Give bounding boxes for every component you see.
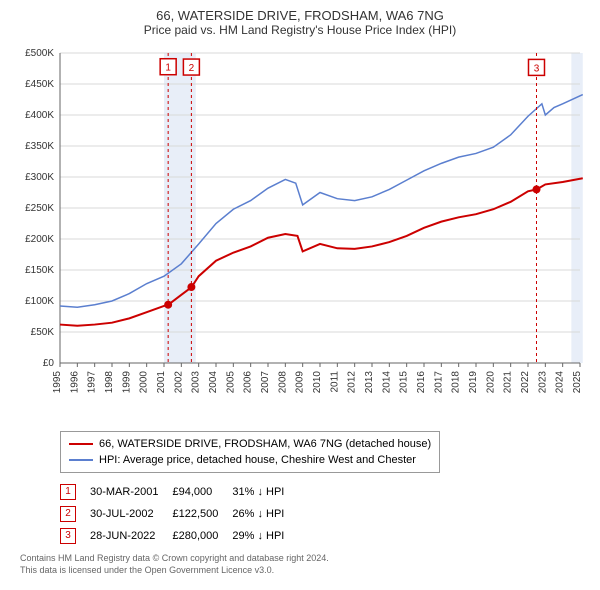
svg-text:2025: 2025	[572, 371, 583, 394]
svg-text:£500K: £500K	[25, 48, 54, 59]
svg-text:2018: 2018	[451, 371, 462, 394]
svg-text:2020: 2020	[485, 371, 496, 394]
svg-text:1997: 1997	[87, 371, 98, 394]
svg-text:£350K: £350K	[25, 141, 54, 152]
svg-text:3: 3	[534, 63, 540, 74]
svg-text:2017: 2017	[433, 371, 444, 394]
svg-text:2: 2	[189, 63, 195, 74]
svg-text:2016: 2016	[416, 371, 427, 394]
event-date: 28-JUN-2022	[90, 525, 172, 547]
svg-text:2001: 2001	[156, 371, 167, 394]
legend-swatch	[69, 443, 93, 445]
svg-text:2019: 2019	[468, 371, 479, 394]
svg-text:2021: 2021	[503, 371, 514, 394]
legend-label: HPI: Average price, detached house, Ches…	[99, 452, 416, 468]
svg-text:£300K: £300K	[25, 172, 54, 183]
event-diff: 31% ↓ HPI	[232, 481, 298, 503]
svg-text:2024: 2024	[555, 371, 566, 394]
svg-text:2009: 2009	[295, 371, 306, 394]
svg-text:2010: 2010	[312, 371, 323, 394]
event-number-badge: 2	[60, 506, 76, 522]
svg-text:£400K: £400K	[25, 110, 54, 121]
event-number-badge: 3	[60, 528, 76, 544]
event-date: 30-MAR-2001	[90, 481, 172, 503]
svg-text:2014: 2014	[381, 371, 392, 394]
svg-text:2013: 2013	[364, 371, 375, 394]
title-line-1: 66, WATERSIDE DRIVE, FRODSHAM, WA6 7NG	[10, 8, 590, 23]
title-line-2: Price paid vs. HM Land Registry's House …	[10, 23, 590, 37]
attribution: Contains HM Land Registry data © Crown c…	[20, 553, 580, 576]
svg-text:£200K: £200K	[25, 234, 54, 245]
legend-item: 66, WATERSIDE DRIVE, FRODSHAM, WA6 7NG (…	[69, 436, 431, 452]
svg-text:2015: 2015	[399, 371, 410, 394]
svg-text:2002: 2002	[173, 371, 184, 394]
event-price: £122,500	[172, 503, 232, 525]
svg-text:£50K: £50K	[31, 327, 55, 338]
chart: £0 £50K £100K £150K £200K £250K £300K £350K £400…	[10, 43, 590, 423]
svg-text:£450K: £450K	[25, 79, 54, 90]
svg-text:£0: £0	[43, 358, 55, 369]
event-row: 3 28-JUN-2022 £280,000 29% ↓ HPI	[60, 525, 298, 547]
legend-swatch	[69, 459, 93, 461]
event-price: £280,000	[172, 525, 232, 547]
svg-text:2008: 2008	[277, 371, 288, 394]
chart-svg: £0 £50K £100K £150K £200K £250K £300K £350K £400…	[10, 43, 590, 423]
figure-container: 66, WATERSIDE DRIVE, FRODSHAM, WA6 7NG P…	[0, 0, 600, 582]
svg-text:2005: 2005	[225, 371, 236, 394]
svg-text:1995: 1995	[52, 371, 63, 394]
legend-item: HPI: Average price, detached house, Ches…	[69, 452, 431, 468]
svg-text:£100K: £100K	[25, 296, 54, 307]
event-diff: 29% ↓ HPI	[232, 525, 298, 547]
svg-text:2004: 2004	[208, 371, 219, 394]
svg-text:1999: 1999	[121, 371, 132, 394]
event-date: 30-JUL-2002	[90, 503, 172, 525]
svg-text:£250K: £250K	[25, 203, 54, 214]
svg-text:2011: 2011	[329, 371, 340, 393]
event-row: 2 30-JUL-2002 £122,500 26% ↓ HPI	[60, 503, 298, 525]
svg-text:2012: 2012	[347, 371, 358, 394]
svg-text:2000: 2000	[139, 371, 150, 394]
event-diff: 26% ↓ HPI	[232, 503, 298, 525]
legend: 66, WATERSIDE DRIVE, FRODSHAM, WA6 7NG (…	[60, 431, 440, 473]
svg-text:1: 1	[165, 63, 171, 74]
event-number-badge: 1	[60, 484, 76, 500]
svg-text:2003: 2003	[191, 371, 202, 394]
legend-label: 66, WATERSIDE DRIVE, FRODSHAM, WA6 7NG (…	[99, 436, 431, 452]
svg-text:1998: 1998	[104, 371, 115, 394]
events-table: 1 30-MAR-2001 £94,000 31% ↓ HPI 2 30-JUL…	[60, 481, 590, 547]
attribution-line: Contains HM Land Registry data © Crown c…	[20, 553, 580, 565]
svg-text:£150K: £150K	[25, 265, 54, 276]
svg-text:2022: 2022	[520, 371, 531, 394]
svg-text:2006: 2006	[243, 371, 254, 394]
svg-text:2007: 2007	[260, 371, 271, 394]
svg-text:2023: 2023	[537, 371, 548, 394]
event-row: 1 30-MAR-2001 £94,000 31% ↓ HPI	[60, 481, 298, 503]
attribution-line: This data is licensed under the Open Gov…	[20, 565, 580, 577]
svg-text:1996: 1996	[69, 371, 80, 394]
event-price: £94,000	[172, 481, 232, 503]
